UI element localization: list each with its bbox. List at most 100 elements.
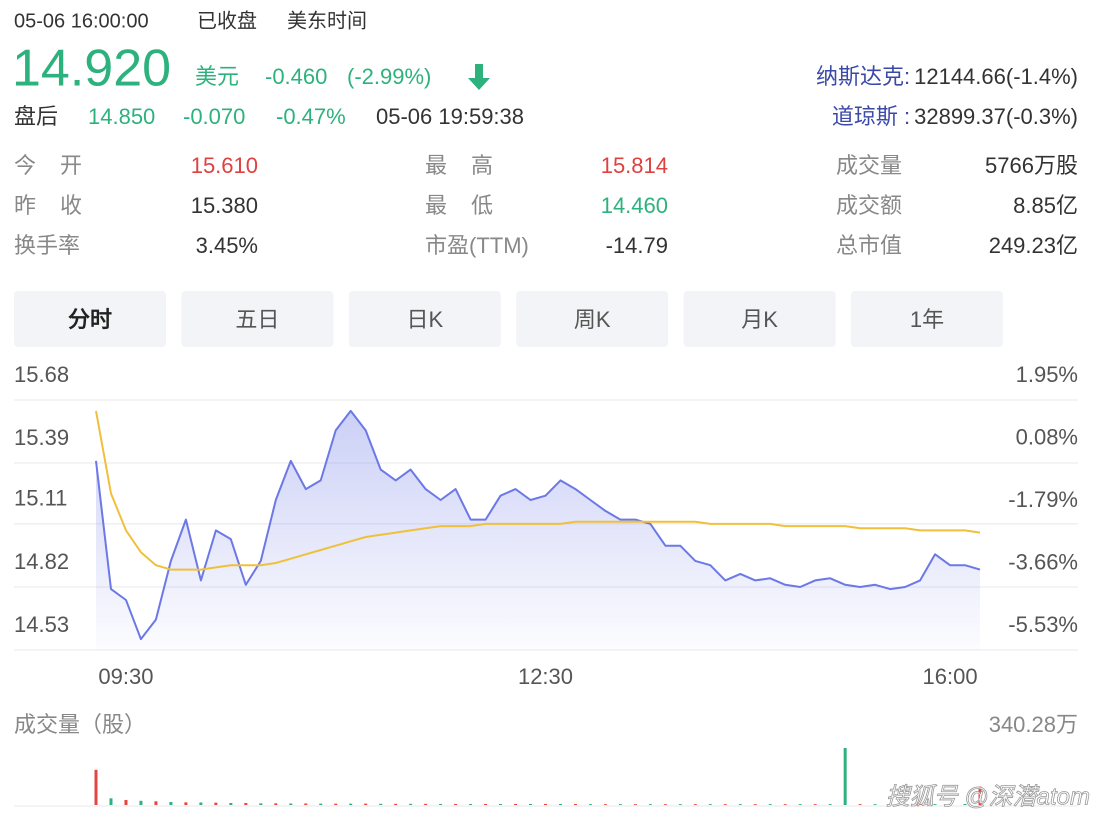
stat-label: 最 高 xyxy=(425,153,493,178)
volume-bar xyxy=(229,802,233,805)
volume-bar xyxy=(154,801,158,805)
y-tick-label: 14.53 xyxy=(14,612,69,637)
price-area xyxy=(96,410,980,650)
x-tick-label: 12:30 xyxy=(518,664,573,689)
volume-title: 成交量（股） xyxy=(14,712,146,737)
tab-label: 周K xyxy=(574,307,611,332)
volume-bar xyxy=(214,802,218,805)
tab[interactable] xyxy=(14,291,166,347)
currency: 美元 xyxy=(195,64,239,89)
volume-bar xyxy=(768,804,772,805)
stat-label: 今 开 xyxy=(14,153,82,178)
stat-value: 15.380 xyxy=(191,193,258,218)
volume-bar xyxy=(169,801,173,805)
volume-bar xyxy=(304,803,308,805)
volume-bar xyxy=(828,804,832,805)
volume-bar xyxy=(963,803,967,805)
volume-bar xyxy=(933,804,937,805)
y2-tick-label: 1.95% xyxy=(1016,362,1078,387)
stat-label: 成交量 xyxy=(836,153,902,178)
stat-value: 15.814 xyxy=(601,153,668,178)
stat-value: 249.23亿 xyxy=(989,233,1078,258)
stat-label: 成交额 xyxy=(836,193,902,218)
volume-bar xyxy=(124,799,128,805)
y-tick-label: 14.82 xyxy=(14,549,69,574)
stat-value: 14.460 xyxy=(601,193,668,218)
volume-bar xyxy=(738,804,742,805)
x-tick-label: 16:00 xyxy=(923,664,978,689)
y2-tick-label: 0.08% xyxy=(1016,424,1078,449)
index-value: 12144.66(-1.4%) xyxy=(914,64,1078,89)
volume-bar xyxy=(439,803,443,805)
stat-label: 市盈(TTM) xyxy=(425,233,529,258)
volume-bar xyxy=(843,748,847,805)
volume-bar xyxy=(798,804,802,805)
stat-label: 最 低 xyxy=(425,193,493,218)
tab[interactable] xyxy=(181,291,334,347)
tab[interactable] xyxy=(348,291,501,347)
volume-bar xyxy=(618,804,622,805)
volume-bar xyxy=(529,803,533,805)
after-change-pct: -0.47% xyxy=(276,104,346,129)
tab[interactable] xyxy=(851,291,1003,347)
volume-bar xyxy=(948,804,952,805)
volume-bar xyxy=(663,804,667,805)
change-pct: (-2.99%) xyxy=(347,64,431,89)
volume-bar xyxy=(454,803,458,805)
volume-bar xyxy=(573,803,577,805)
volume-bar xyxy=(678,804,682,805)
volume-bar xyxy=(903,804,907,805)
volume-bar xyxy=(543,803,547,805)
tab-label: 分时 xyxy=(68,307,112,332)
volume-bar xyxy=(858,804,862,805)
avg-line xyxy=(95,410,981,571)
y-tick-label: 15.68 xyxy=(14,362,69,387)
stat-value: -14.79 xyxy=(606,233,668,258)
tab-label: 月K xyxy=(741,307,778,332)
tab-label: 日K xyxy=(406,307,443,332)
tab[interactable] xyxy=(683,291,836,347)
stat-value: 15.610 xyxy=(191,153,258,178)
y2-tick-label: -1.79% xyxy=(1008,487,1078,512)
stat-label: 总市值 xyxy=(836,233,902,258)
volume-bar xyxy=(244,802,248,805)
volume-bar xyxy=(873,804,877,805)
volume-bar xyxy=(199,802,203,805)
stat-value: 3.45% xyxy=(196,233,258,258)
volume-bar xyxy=(888,804,892,805)
volume-bar xyxy=(484,803,488,805)
volume-bar xyxy=(633,804,637,805)
volume-bar xyxy=(918,804,922,805)
volume-bar xyxy=(109,798,113,805)
index-label: 纳斯达克: xyxy=(816,64,910,89)
after-change: -0.070 xyxy=(183,104,245,129)
after-price: 14.850 xyxy=(88,104,155,129)
stat-label: 换手率 xyxy=(14,233,80,258)
index-label: 道琼斯 : xyxy=(832,104,910,129)
volume-bar xyxy=(753,804,757,805)
volume-bar xyxy=(379,803,383,805)
datetime: 05-06 16:00:00 xyxy=(14,10,149,32)
volume-bar xyxy=(334,803,338,805)
volume-bar xyxy=(588,804,592,805)
volume-bar xyxy=(289,803,293,805)
volume-bar xyxy=(783,804,787,805)
tab-label: 五日 xyxy=(235,307,279,332)
y2-tick-label: -3.66% xyxy=(1008,549,1078,574)
down-arrow xyxy=(468,64,490,90)
volume-bar xyxy=(94,769,98,805)
volume-bar xyxy=(184,802,188,805)
volume-bar xyxy=(394,803,398,805)
volume-bar xyxy=(499,803,503,805)
volume-bar xyxy=(648,804,652,805)
tab[interactable] xyxy=(516,291,669,347)
volume-bar xyxy=(409,803,413,805)
volume-tick-label: 340.28万 xyxy=(989,712,1078,737)
volume-bar xyxy=(364,803,368,805)
stat-value: 8.85亿 xyxy=(1013,193,1078,218)
volume-bar xyxy=(349,803,353,805)
tab-label: 1年 xyxy=(910,307,944,332)
volume-bar xyxy=(469,803,473,805)
